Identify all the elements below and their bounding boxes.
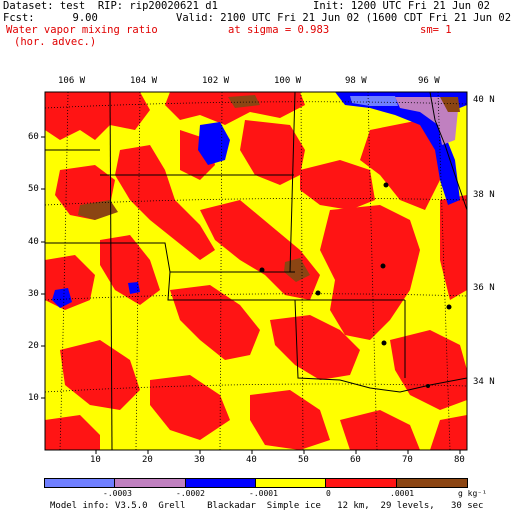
x-tick-label: 50 <box>298 455 309 465</box>
lat-label: 40 N <box>473 95 495 105</box>
x-tick-label: 80 <box>454 455 465 465</box>
y-tick-label: 20 <box>28 341 39 351</box>
colorbar-swatch <box>184 478 257 488</box>
contour-fills <box>45 92 467 450</box>
x-tick-label: 10 <box>90 455 101 465</box>
x-tick-label: 70 <box>402 455 413 465</box>
y-tick-label: 60 <box>28 132 39 142</box>
lon-label: 100 W <box>274 76 302 86</box>
lat-label: 36 N <box>473 283 495 293</box>
smoothing: sm= 1 <box>420 24 452 36</box>
colorbar-label: 0 <box>326 489 331 498</box>
lon-label: 98 W <box>345 76 367 86</box>
plot-frame <box>44 91 468 451</box>
y-tick-label: 10 <box>28 393 39 403</box>
x-tick-label: 60 <box>350 455 361 465</box>
x-tick-label: 20 <box>142 455 153 465</box>
field-name: Water vapor mixing ratio <box>6 24 158 36</box>
colorbar-swatch <box>395 478 468 488</box>
y-tick-label: 30 <box>28 289 39 299</box>
axis-ticks <box>41 136 461 454</box>
lat-label: 38 N <box>473 190 495 200</box>
colorbar-label: -.0003 <box>103 489 132 498</box>
lon-label: 104 W <box>130 76 158 86</box>
colorbar-label: -.0001 <box>249 489 278 498</box>
state-boundaries <box>45 92 467 450</box>
lon-label: 102 W <box>202 76 230 86</box>
model-info: Model info: V3.5.0 Grell Blackadar Simpl… <box>50 501 484 511</box>
colorbar-swatch <box>43 478 117 488</box>
colorbar-swatch <box>114 478 187 488</box>
colorbar-swatch <box>254 478 328 488</box>
sigma-level: at sigma = 0.983 <box>228 24 330 36</box>
colorbar-swatch <box>325 478 398 488</box>
x-tick-label: 40 <box>246 455 257 465</box>
init-time: Init: 1200 UTC Fri 21 Jun 02 <box>313 0 491 12</box>
city-markers <box>259 182 452 388</box>
colorbar-label: .0001 <box>390 489 415 498</box>
x-tick-label: 30 <box>194 455 205 465</box>
field-sub: (hor. advec.) <box>14 36 97 48</box>
forecast-hour: Fcst: 9.00 <box>3 12 98 24</box>
colorbar-units: g kg⁻¹ <box>458 489 487 498</box>
lat-label: 34 N <box>473 377 495 387</box>
y-tick-label: 50 <box>28 184 39 194</box>
lon-label: 106 W <box>58 76 86 86</box>
valid-time: Valid: 2100 UTC Fri 21 Jun 02 (1600 CDT … <box>176 12 512 24</box>
y-tick-label: 40 <box>28 237 39 247</box>
colorbar-label: -.0002 <box>176 489 205 498</box>
lon-label: 96 W <box>418 76 440 86</box>
dataset-label: Dataset: test RIP: rip20020621 d1 <box>3 0 218 12</box>
